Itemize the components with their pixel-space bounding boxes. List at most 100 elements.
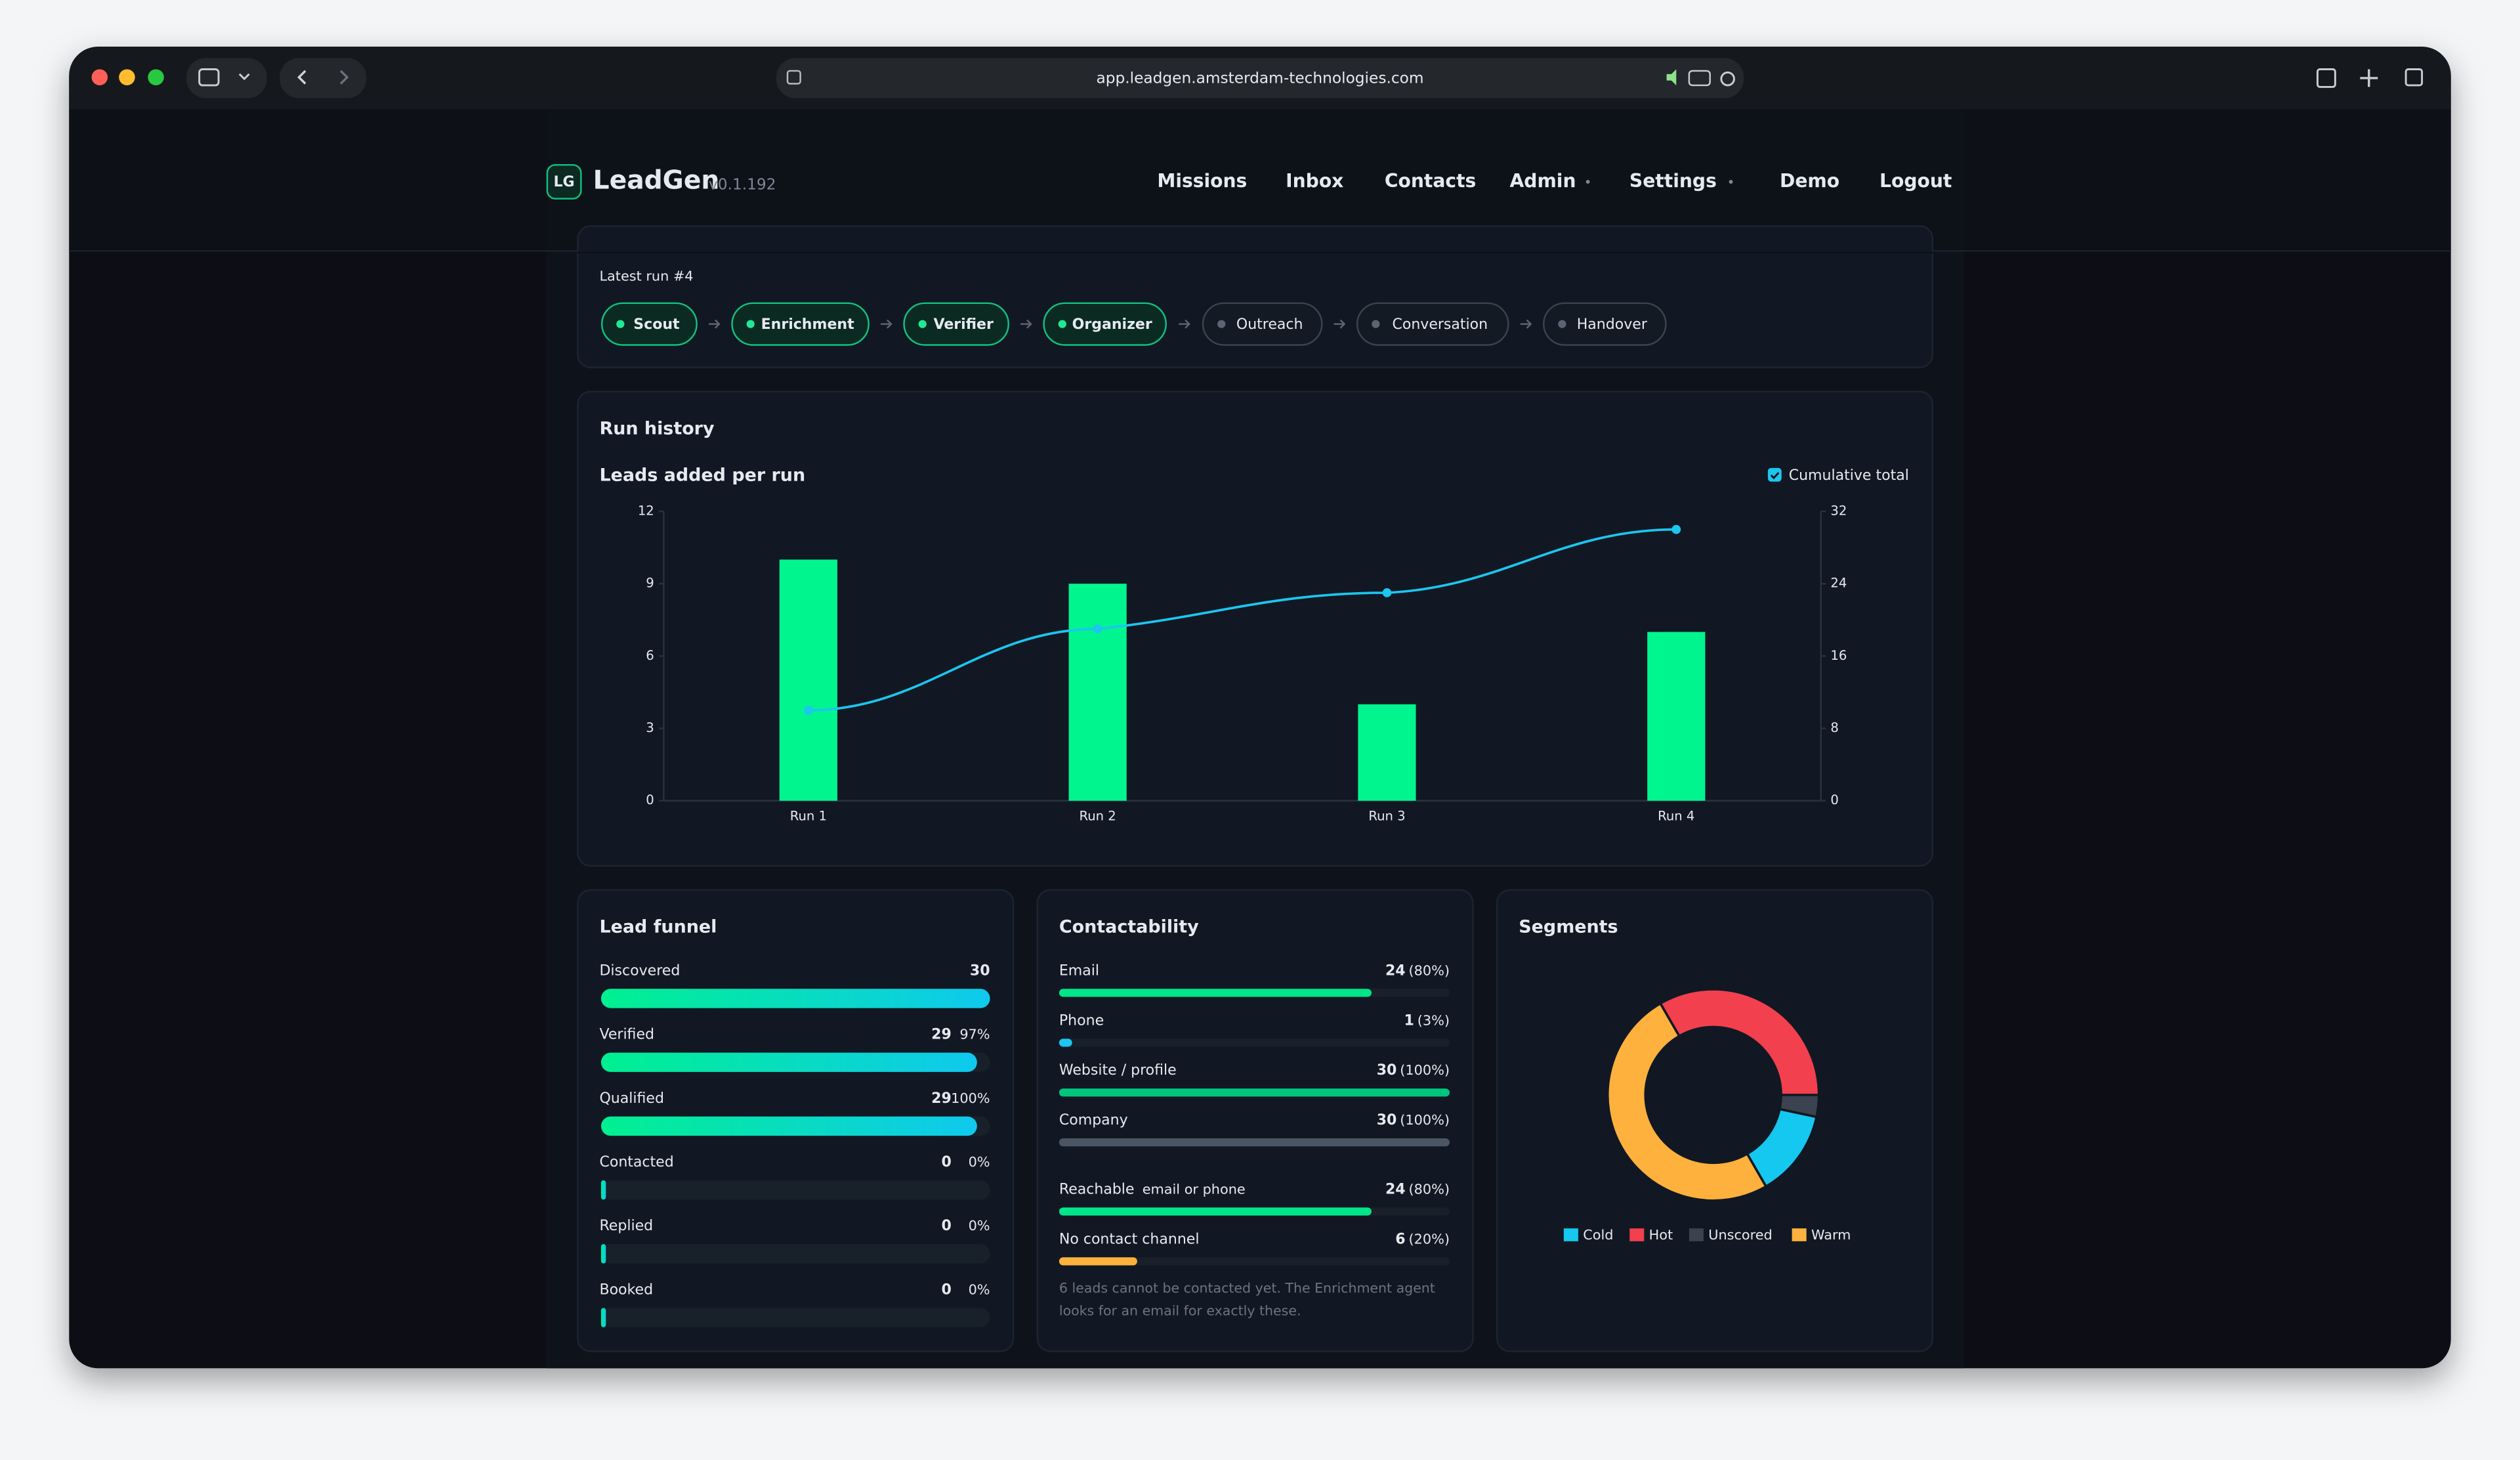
y-tick-label: 12 [638, 503, 654, 518]
row-label: Qualified [599, 1090, 663, 1107]
status-dot [1558, 320, 1566, 328]
row-value: 30 [1377, 1112, 1397, 1128]
status-dot [1372, 320, 1380, 328]
new-tab-icon[interactable] [2360, 69, 2378, 87]
note-box: 6 leads cannot be contacted yet. The Enr… [1059, 1280, 1435, 1318]
pipeline-card [577, 225, 1934, 368]
contact-bar [1059, 1138, 1450, 1147]
share-icon[interactable] [2316, 68, 2336, 88]
chevron-icon [238, 73, 250, 81]
pipeline-step[interactable] [1356, 302, 1509, 346]
line-point [1671, 525, 1681, 534]
logo-box[interactable] [546, 163, 582, 200]
funnel-bar [600, 1180, 606, 1200]
arrow [881, 319, 892, 329]
legend-checkbox[interactable] [1767, 467, 1782, 482]
forward-icon[interactable] [339, 70, 349, 85]
check-mark [1770, 472, 1780, 480]
sidebar-icon [198, 68, 220, 87]
y2-tick-label: 0 [1830, 792, 1838, 807]
y2-tick-label: 32 [1830, 503, 1847, 518]
bar [1068, 584, 1127, 801]
tabs-icon[interactable] [2404, 68, 2424, 87]
row-value: 30 [1377, 1062, 1397, 1079]
nav-link[interactable]: Logout [1880, 170, 1952, 192]
x-tick-label: Run 3 [1368, 809, 1405, 824]
pipeline-step[interactable] [1043, 302, 1167, 346]
legend-label: Hot [1649, 1227, 1673, 1243]
line-point [1093, 624, 1102, 633]
bar-track [600, 1308, 990, 1327]
nav-link[interactable]: Demo [1780, 170, 1839, 192]
zoom-button[interactable] [148, 69, 164, 85]
row-value: 30 [970, 962, 990, 979]
address-bar[interactable] [776, 58, 1744, 98]
page-icon [786, 70, 801, 85]
nav-link[interactable]: Admin [1510, 170, 1576, 192]
pipeline-step[interactable] [1543, 302, 1667, 346]
row-percent: 0% [969, 1281, 990, 1297]
pipeline-step[interactable] [731, 302, 870, 346]
line-point [803, 706, 813, 715]
legend-swatch [1689, 1228, 1704, 1241]
nav-link[interactable]: Contacts [1385, 170, 1476, 192]
row-percent: 97% [959, 1027, 990, 1042]
legend-label: Unscored [1708, 1227, 1773, 1243]
row-percent: (80%) [1409, 1181, 1450, 1197]
row-percent: (100%) [1400, 1062, 1450, 1078]
contact-bar [1059, 1088, 1450, 1097]
chart-title: Leads added per run [599, 465, 805, 486]
pipeline-step[interactable] [903, 302, 1009, 346]
card-title: Contactability [1059, 917, 1199, 937]
row-value: 29 [931, 1090, 952, 1107]
row-label: Email [1059, 962, 1099, 979]
sidebar-button[interactable] [186, 58, 267, 98]
reload-icon[interactable] [1720, 71, 1735, 87]
contact-bar [1059, 989, 1372, 997]
pipeline-step[interactable] [1202, 302, 1323, 346]
brand[interactable]: LeadGen [593, 165, 720, 195]
row-label: Replied [599, 1218, 653, 1234]
segments-card [1496, 889, 1934, 1352]
nav-link[interactable]: Missions [1157, 170, 1247, 192]
dropdown-indicator [1729, 179, 1733, 184]
translate-icon[interactable] [1688, 70, 1711, 87]
minimize-button[interactable] [119, 69, 135, 85]
history-buttons[interactable] [280, 58, 367, 98]
card-title: Segments [1519, 917, 1618, 937]
row-label: Discovered [599, 962, 680, 979]
legend-label[interactable]: Cumulative total [1789, 467, 1909, 484]
row-percent: (100%) [1400, 1112, 1450, 1128]
step-name: Scout [633, 316, 680, 333]
arrow [1520, 319, 1532, 329]
row-value: 24 [1385, 1181, 1406, 1197]
x-tick-label: Run 4 [1658, 809, 1694, 824]
back-icon[interactable] [297, 70, 306, 85]
donut-slice [1608, 1004, 1766, 1199]
row-percent: (80%) [1409, 962, 1450, 978]
close-button[interactable] [91, 69, 108, 85]
legend-swatch [1792, 1228, 1807, 1241]
slice-separator [1778, 1107, 1818, 1119]
x-tick-label: Run 2 [1080, 809, 1116, 824]
step-name: Verifier [933, 316, 993, 333]
funnel-bar [600, 1244, 606, 1264]
row-value: 6 [1395, 1231, 1405, 1247]
pipeline-step[interactable] [600, 302, 698, 346]
donut-slice [1661, 990, 1818, 1096]
y-tick-label: 9 [646, 576, 654, 591]
audio-icon[interactable] [1666, 69, 1677, 85]
status-dot [1058, 320, 1066, 328]
row-label: Verified [599, 1027, 654, 1043]
row-percent: 0% [969, 1154, 990, 1170]
step-name: Organizer [1072, 316, 1152, 333]
row-label: Reachable [1059, 1181, 1135, 1197]
legend-label: Warm [1811, 1227, 1851, 1243]
nav-link[interactable]: Settings [1629, 170, 1717, 192]
status-dot [616, 320, 625, 328]
row-label: Phone [1059, 1012, 1104, 1029]
step-name: Outreach [1236, 316, 1303, 333]
nav-link[interactable]: Inbox [1286, 170, 1343, 192]
row-value: 29 [931, 1027, 952, 1043]
